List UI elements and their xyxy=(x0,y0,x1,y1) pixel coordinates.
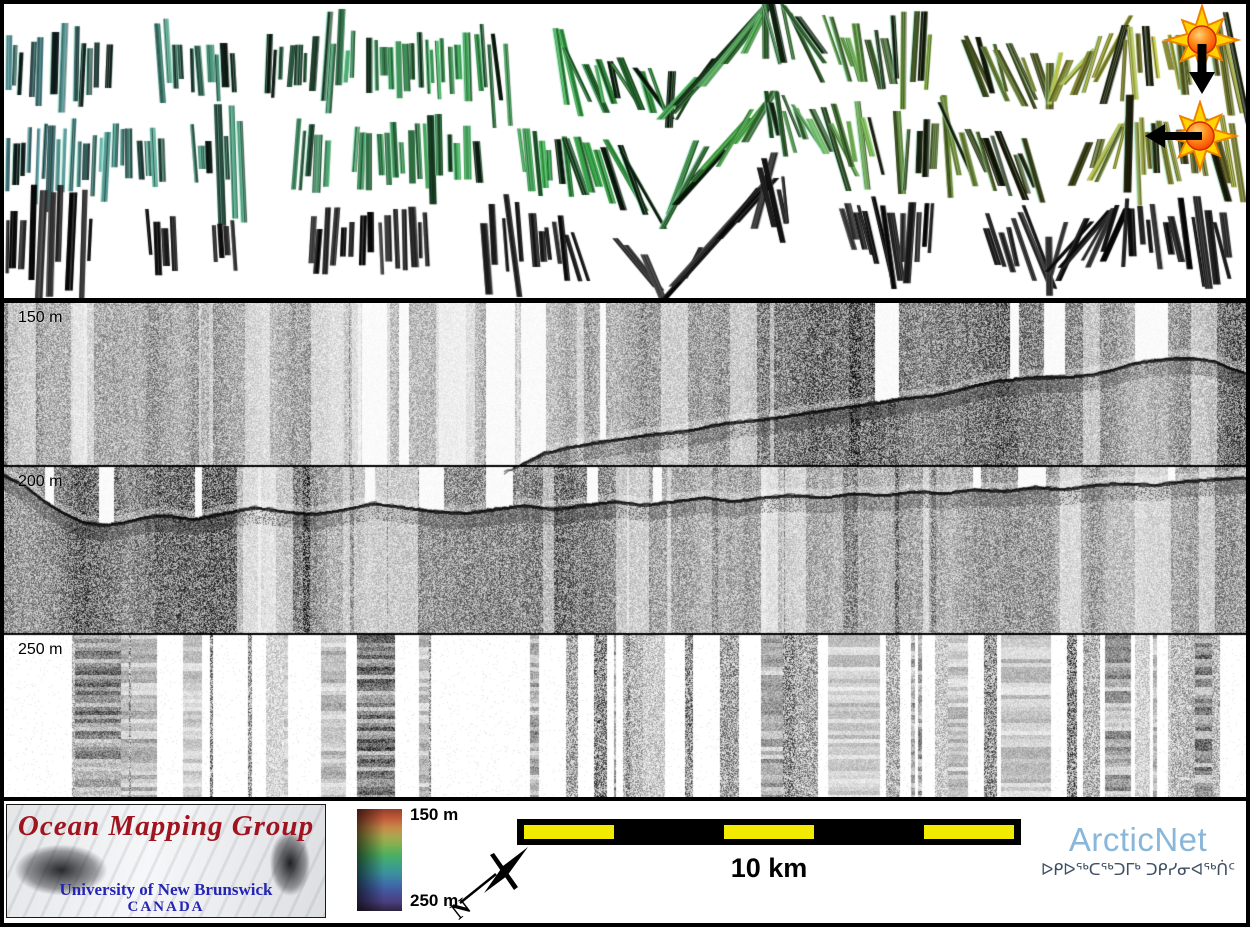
sun-with-left-arrow-icon xyxy=(1145,100,1240,174)
map-scale-bar xyxy=(517,819,1021,845)
depth-label-200m: 200 m xyxy=(18,473,63,490)
panel-divider xyxy=(4,298,1246,303)
north-letter: N xyxy=(448,893,476,921)
swath-map-panel xyxy=(4,4,1246,298)
omg-logo: Ocean Mapping Group University of New Br… xyxy=(6,804,326,918)
color-scale-bottom-label: 250 m xyxy=(410,891,459,910)
color-scale-top-label: 150 m xyxy=(410,805,459,824)
scale-bar-segment-black xyxy=(619,821,719,843)
depth-color-scale xyxy=(357,809,402,911)
scale-bar-label: 10 km xyxy=(730,853,808,883)
footer: Ocean Mapping Group University of New Br… xyxy=(4,801,1246,923)
left-arrow-icon xyxy=(1145,124,1202,148)
arcticnet-logo: ArcticNet ᐅᑭᐅᖅᑕᖅᑐᒥᒃ ᑐᑭᓯᓂᐊᖅᑏᑦ xyxy=(1032,821,1244,879)
echogram-panel: 150 m 200 m 250 m xyxy=(4,303,1246,797)
echogram-bottom-border xyxy=(4,797,1246,801)
scale-bar-segment-yellow xyxy=(719,821,819,843)
down-arrow-icon xyxy=(1189,44,1215,94)
omg-university: University of New Brunswick xyxy=(59,880,273,899)
scale-bar-segment-yellow xyxy=(519,821,619,843)
color-scale-shading xyxy=(357,809,402,911)
omg-country: CANADA xyxy=(127,899,205,915)
omg-title: Ocean Mapping Group xyxy=(17,810,315,842)
arcticnet-syllabics: ᐅᑭᐅᖅᑕᖅᑐᒥᒃ ᑐᑭᓯᓂᐊᖅᑏᑦ xyxy=(1040,860,1236,879)
swath-tracks-canvas xyxy=(4,4,1246,298)
scale-bar-segment-yellow xyxy=(919,821,1019,843)
depth-label-250m: 250 m xyxy=(18,641,63,658)
echogram-canvas xyxy=(4,303,1246,797)
scale-bar-segment-black xyxy=(819,821,919,843)
sun-with-down-arrow-icon xyxy=(1162,4,1242,94)
depth-label-150m: 150 m xyxy=(18,309,63,326)
compass-north-icon: N xyxy=(448,847,528,921)
arcticnet-wordmark: ArcticNet xyxy=(1068,821,1208,858)
